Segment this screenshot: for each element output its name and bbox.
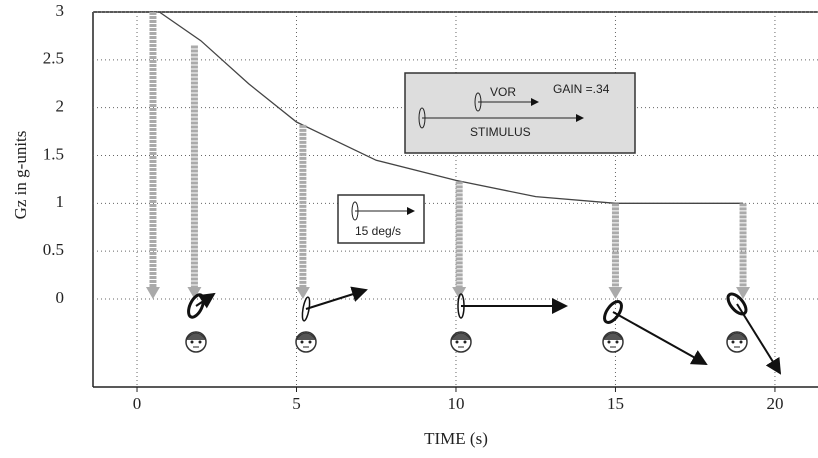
- head-eye: [456, 341, 459, 344]
- inset-text: STIMULUS: [470, 125, 531, 139]
- drop-arrow: [187, 45, 201, 299]
- y-tick-label: 2.5: [43, 49, 64, 68]
- y-tick-label: 1: [56, 192, 65, 211]
- y-tick-label: 2: [56, 97, 65, 116]
- inset-text: 15 deg/s: [355, 224, 401, 238]
- x-tick-label: 5: [292, 394, 301, 413]
- drop-arrow: [736, 203, 750, 299]
- head-eye: [616, 341, 619, 344]
- drop-arrow-head: [146, 287, 160, 299]
- y-tick-label: 0: [56, 288, 65, 307]
- annotations: VOR GAIN =.34 STIMULUS 15 deg/s: [185, 73, 780, 373]
- drop-arrow: [608, 203, 622, 299]
- y-tick-label: 0.5: [43, 240, 64, 259]
- drop-arrow-head: [608, 287, 622, 299]
- y-tick-label: 1.5: [43, 144, 64, 163]
- x-tick-label: 20: [766, 394, 783, 413]
- vor-arrow: [306, 290, 366, 309]
- head-eye: [191, 341, 194, 344]
- chart: Gz in g-units TIME (s) 3 2.5 2 1.5 1 0.5 0 0 5 10…: [0, 0, 818, 458]
- x-axis-label: TIME (s): [424, 429, 488, 448]
- y-axis-label: Gz in g-units: [11, 131, 30, 220]
- head-eye: [199, 341, 202, 344]
- head-eye: [309, 341, 312, 344]
- head-eye: [732, 341, 735, 344]
- inset-text: VOR: [490, 85, 516, 99]
- x-tick-label: 0: [133, 394, 142, 413]
- y-tick-label: 3: [56, 1, 65, 20]
- drop-arrow: [452, 181, 466, 299]
- vor-arrow: [613, 312, 706, 364]
- inset-text: GAIN =.34: [553, 82, 610, 96]
- drop-arrow: [296, 125, 310, 299]
- head-eye: [464, 341, 467, 344]
- head-eye: [740, 341, 743, 344]
- head-eye: [301, 341, 304, 344]
- x-tick-label: 15: [607, 394, 624, 413]
- head-eye: [608, 341, 611, 344]
- x-tick-label: 10: [447, 394, 464, 413]
